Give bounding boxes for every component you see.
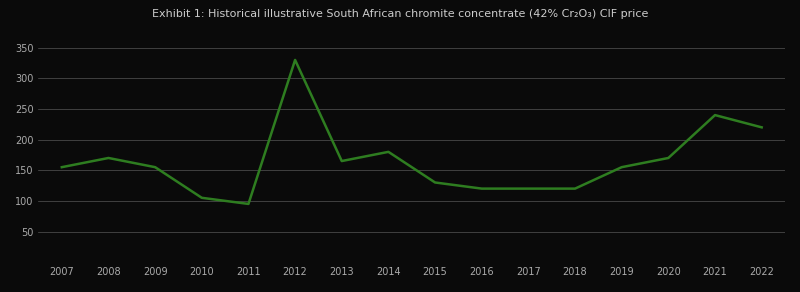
Text: Exhibit 1: Historical illustrative South African chromite concentrate (42% Cr₂O₃: Exhibit 1: Historical illustrative South… xyxy=(152,9,648,19)
